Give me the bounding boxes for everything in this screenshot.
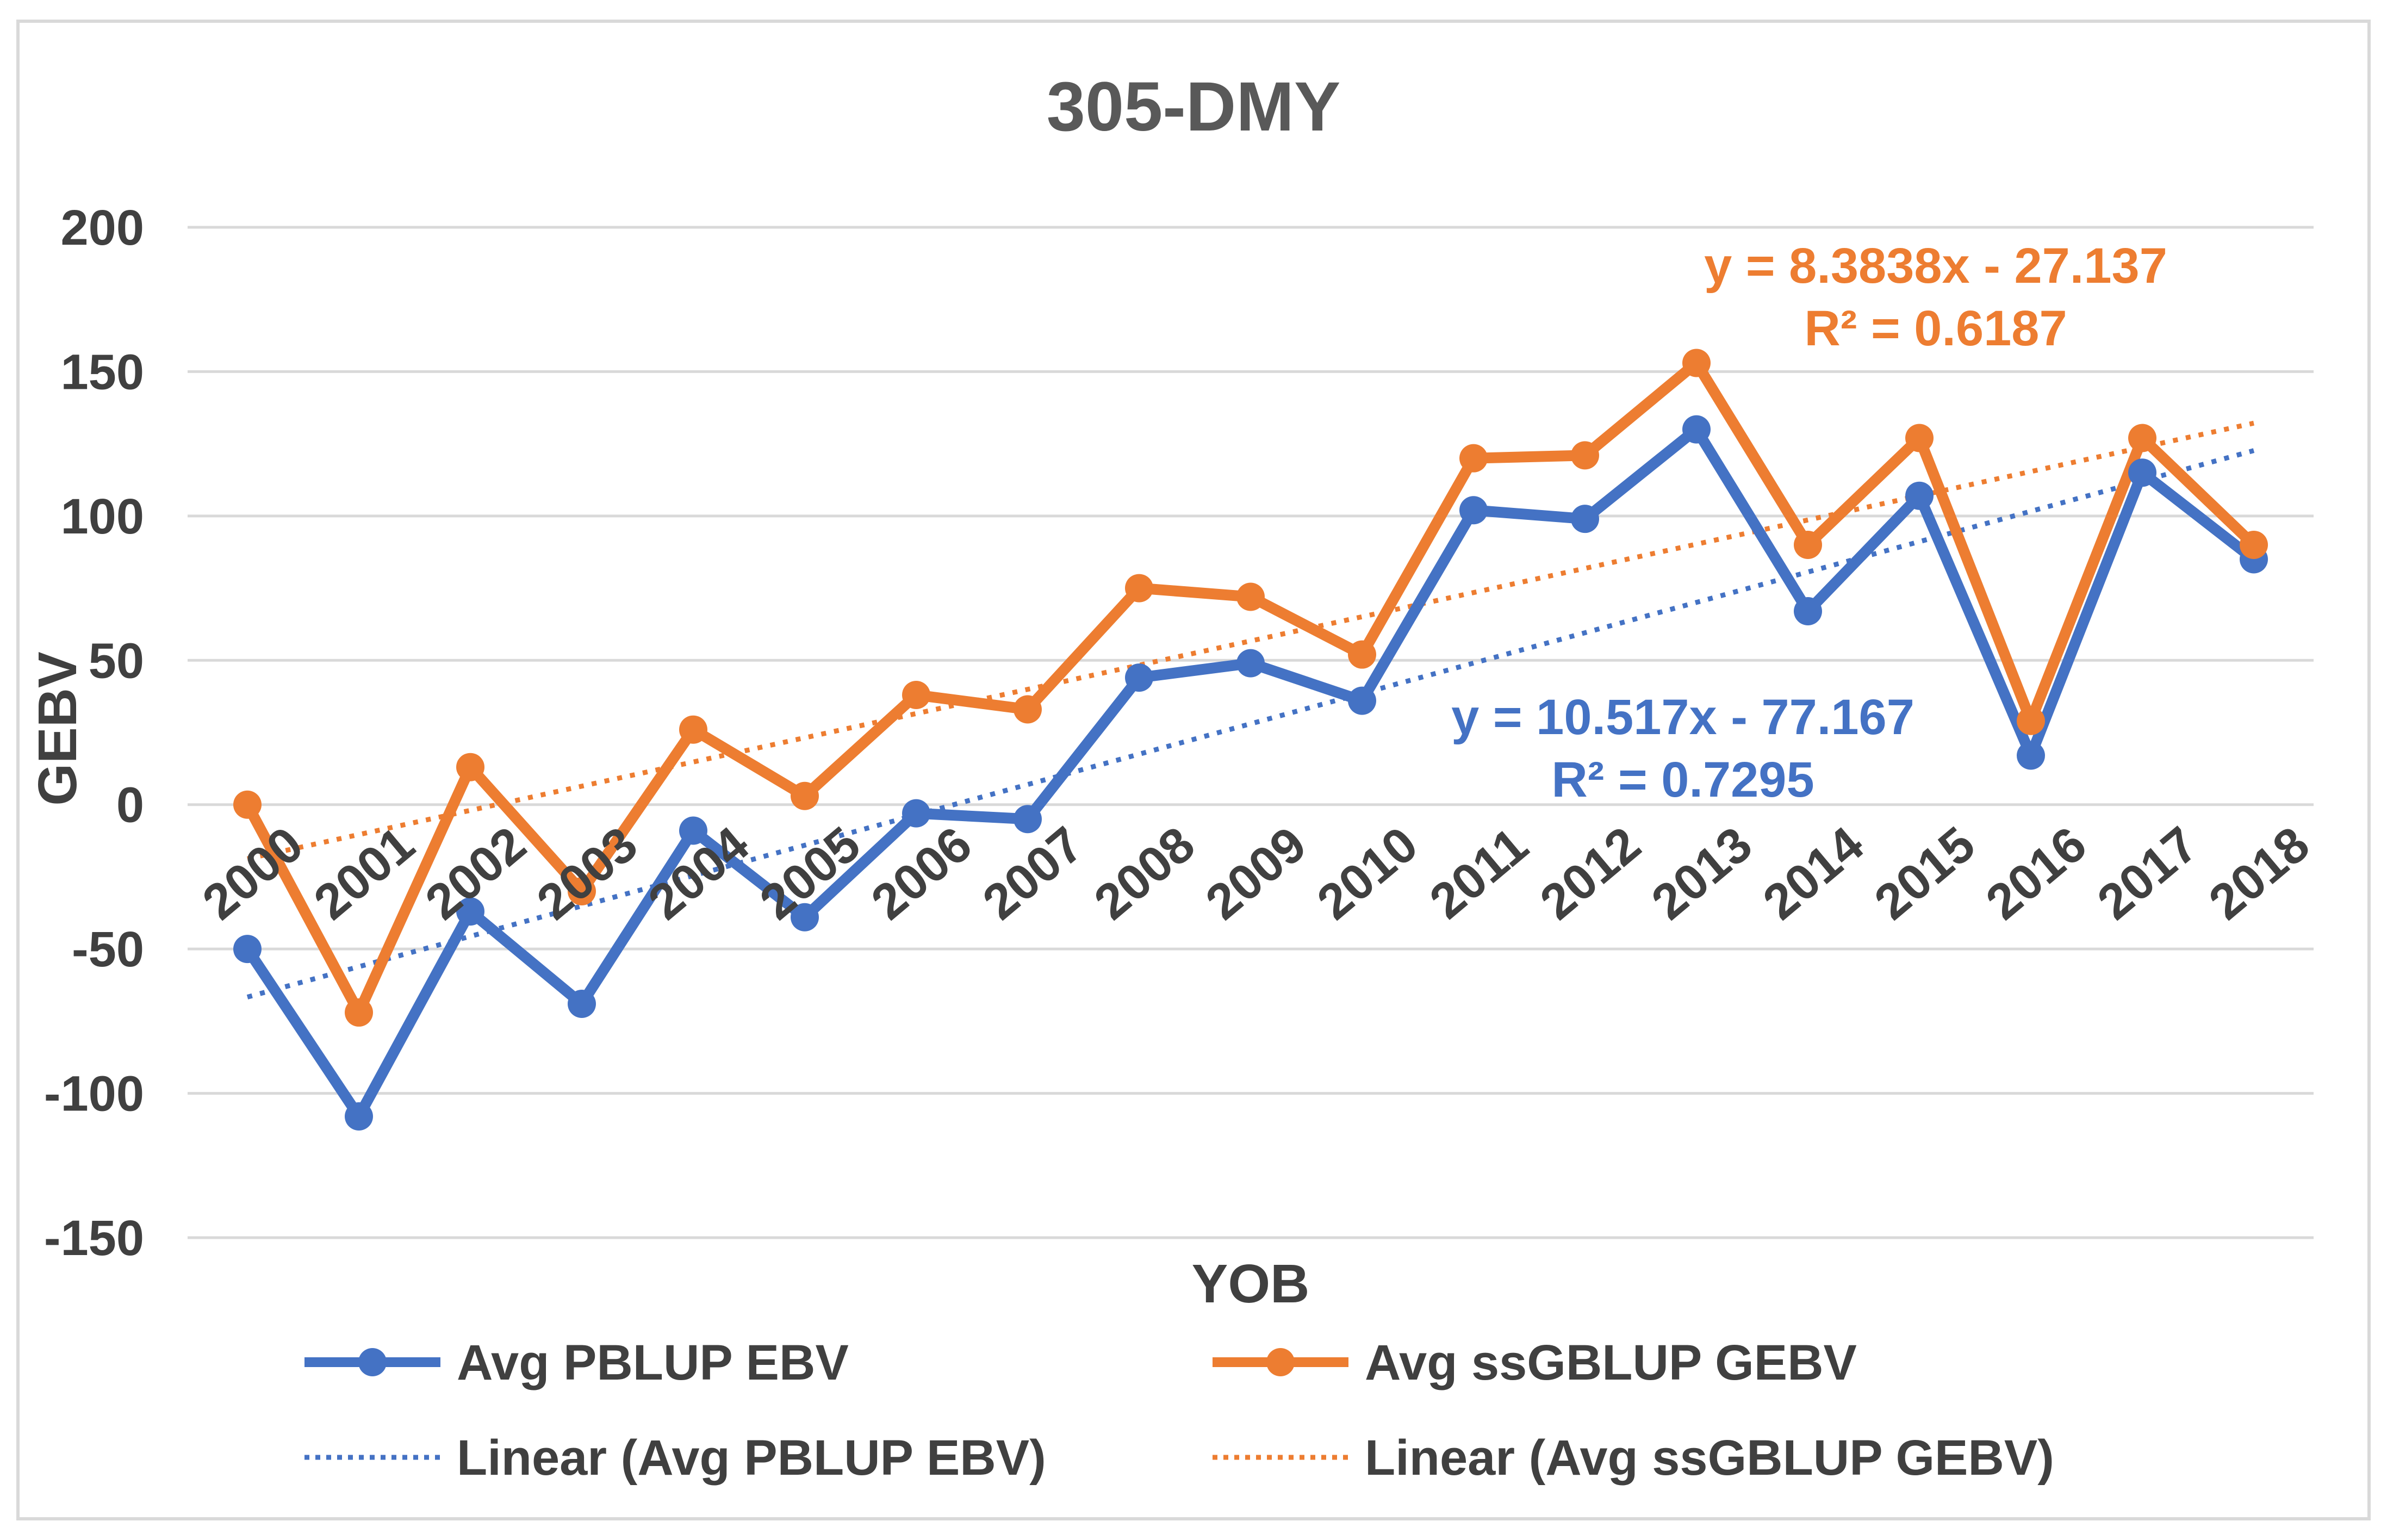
gridlines xyxy=(188,226,2314,1239)
trend-r2-pblup: R² = 0.7295 xyxy=(1551,752,1814,808)
data-point xyxy=(1794,597,1822,626)
x-tick-label: 2003 xyxy=(527,816,648,930)
legend: Avg PBLUP EBV Avg ssGBLUP GEBV Linear (A… xyxy=(304,1335,2054,1486)
x-tick-label: 2007 xyxy=(973,816,1093,930)
data-point xyxy=(1236,582,1265,611)
data-point xyxy=(1794,530,1822,559)
data-point xyxy=(456,753,484,781)
data-point xyxy=(345,1102,373,1131)
data-point xyxy=(1905,481,1934,510)
data-point xyxy=(568,990,596,1019)
chart-frame xyxy=(16,20,2371,1520)
legend-item-ssgblup: Avg ssGBLUP GEBV xyxy=(1213,1335,1857,1390)
x-tick-label: 2017 xyxy=(2087,816,2208,930)
data-point xyxy=(1571,441,1599,470)
chart-title: 305-DMY xyxy=(1047,68,1341,146)
data-point xyxy=(2128,458,2156,487)
x-tick-label: 2015 xyxy=(1864,816,1985,930)
data-point xyxy=(1014,695,1042,724)
trendline xyxy=(247,420,2254,861)
y-tick-label: 50 xyxy=(89,633,144,688)
data-point xyxy=(1682,349,1711,377)
data-point xyxy=(679,715,707,744)
y-tick-label: 0 xyxy=(116,778,144,833)
svg-text:Avg PBLUP EBV: Avg PBLUP EBV xyxy=(457,1335,849,1390)
y-axis-ticks: 200 150 100 50 0 -50 -100 -150 xyxy=(44,200,144,1266)
data-point xyxy=(2240,530,2268,559)
svg-text:Linear (Avg PBLUP EBV): Linear (Avg PBLUP EBV) xyxy=(457,1430,1046,1486)
data-point xyxy=(902,799,930,828)
y-tick-label: 100 xyxy=(61,489,145,544)
data-point xyxy=(1014,805,1042,834)
trend-equation-ssgblup: y = 8.3838x - 27.137 xyxy=(1704,238,2167,294)
y-tick-label: -50 xyxy=(72,922,144,977)
series-lines xyxy=(233,349,2268,1131)
data-point xyxy=(233,935,262,964)
series-line xyxy=(243,357,2258,1018)
x-tick-label: 2006 xyxy=(861,816,982,930)
data-point xyxy=(1459,444,1488,473)
data-point xyxy=(1125,574,1153,603)
x-tick-label: 2010 xyxy=(1307,816,1428,930)
y-tick-label: 200 xyxy=(61,200,145,256)
y-tick-label: -100 xyxy=(44,1066,144,1122)
x-tick-label: 2018 xyxy=(2199,816,2320,930)
x-axis-ticks: 2000200120022003200420052006200720082009… xyxy=(192,816,2320,930)
y-tick-label: -150 xyxy=(44,1210,144,1266)
data-point xyxy=(679,816,707,845)
data-point xyxy=(568,877,596,905)
x-tick-label: 2013 xyxy=(1642,816,1762,930)
x-tick-label: 2016 xyxy=(1976,816,2097,930)
trend-equation-pblup: y = 10.517x - 77.167 xyxy=(1451,690,1914,745)
x-axis-label: YOB xyxy=(1192,1253,1310,1314)
x-tick-label: 2000 xyxy=(192,816,313,930)
legend-item-pblup: Avg PBLUP EBV xyxy=(304,1335,849,1390)
data-point xyxy=(791,903,819,932)
data-point xyxy=(1682,415,1711,444)
data-point xyxy=(1125,663,1153,692)
x-tick-label: 2009 xyxy=(1196,816,1316,930)
svg-text:Avg ssGBLUP GEBV: Avg ssGBLUP GEBV xyxy=(1365,1335,1857,1390)
data-point xyxy=(2017,706,2045,735)
y-tick-label: 150 xyxy=(61,344,145,400)
data-point xyxy=(791,781,819,810)
trend-r2-ssgblup: R² = 0.6187 xyxy=(1804,301,2067,356)
legend-item-linear-pblup: Linear (Avg PBLUP EBV) xyxy=(304,1430,1046,1486)
data-point xyxy=(456,897,484,926)
data-point xyxy=(1571,505,1599,533)
data-point xyxy=(345,998,373,1027)
data-point xyxy=(1348,640,1376,669)
data-point xyxy=(1348,686,1376,715)
svg-text:Linear (Avg ssGBLUP GEBV): Linear (Avg ssGBLUP GEBV) xyxy=(1365,1430,2054,1486)
data-point xyxy=(233,790,262,819)
legend-item-linear-ssgblup: Linear (Avg ssGBLUP GEBV) xyxy=(1213,1430,2054,1486)
x-tick-label: 2012 xyxy=(1530,816,1651,930)
data-point xyxy=(1236,649,1265,678)
y-axis-label: GEBV xyxy=(27,651,88,806)
data-point xyxy=(2017,741,2045,770)
data-point xyxy=(2128,424,2156,452)
data-point xyxy=(902,680,930,709)
x-tick-label: 2008 xyxy=(1084,816,1205,930)
data-point xyxy=(1459,496,1488,525)
x-tick-label: 2014 xyxy=(1753,816,1874,930)
x-tick-label: 2011 xyxy=(1420,817,1538,929)
data-point xyxy=(1905,424,1934,452)
